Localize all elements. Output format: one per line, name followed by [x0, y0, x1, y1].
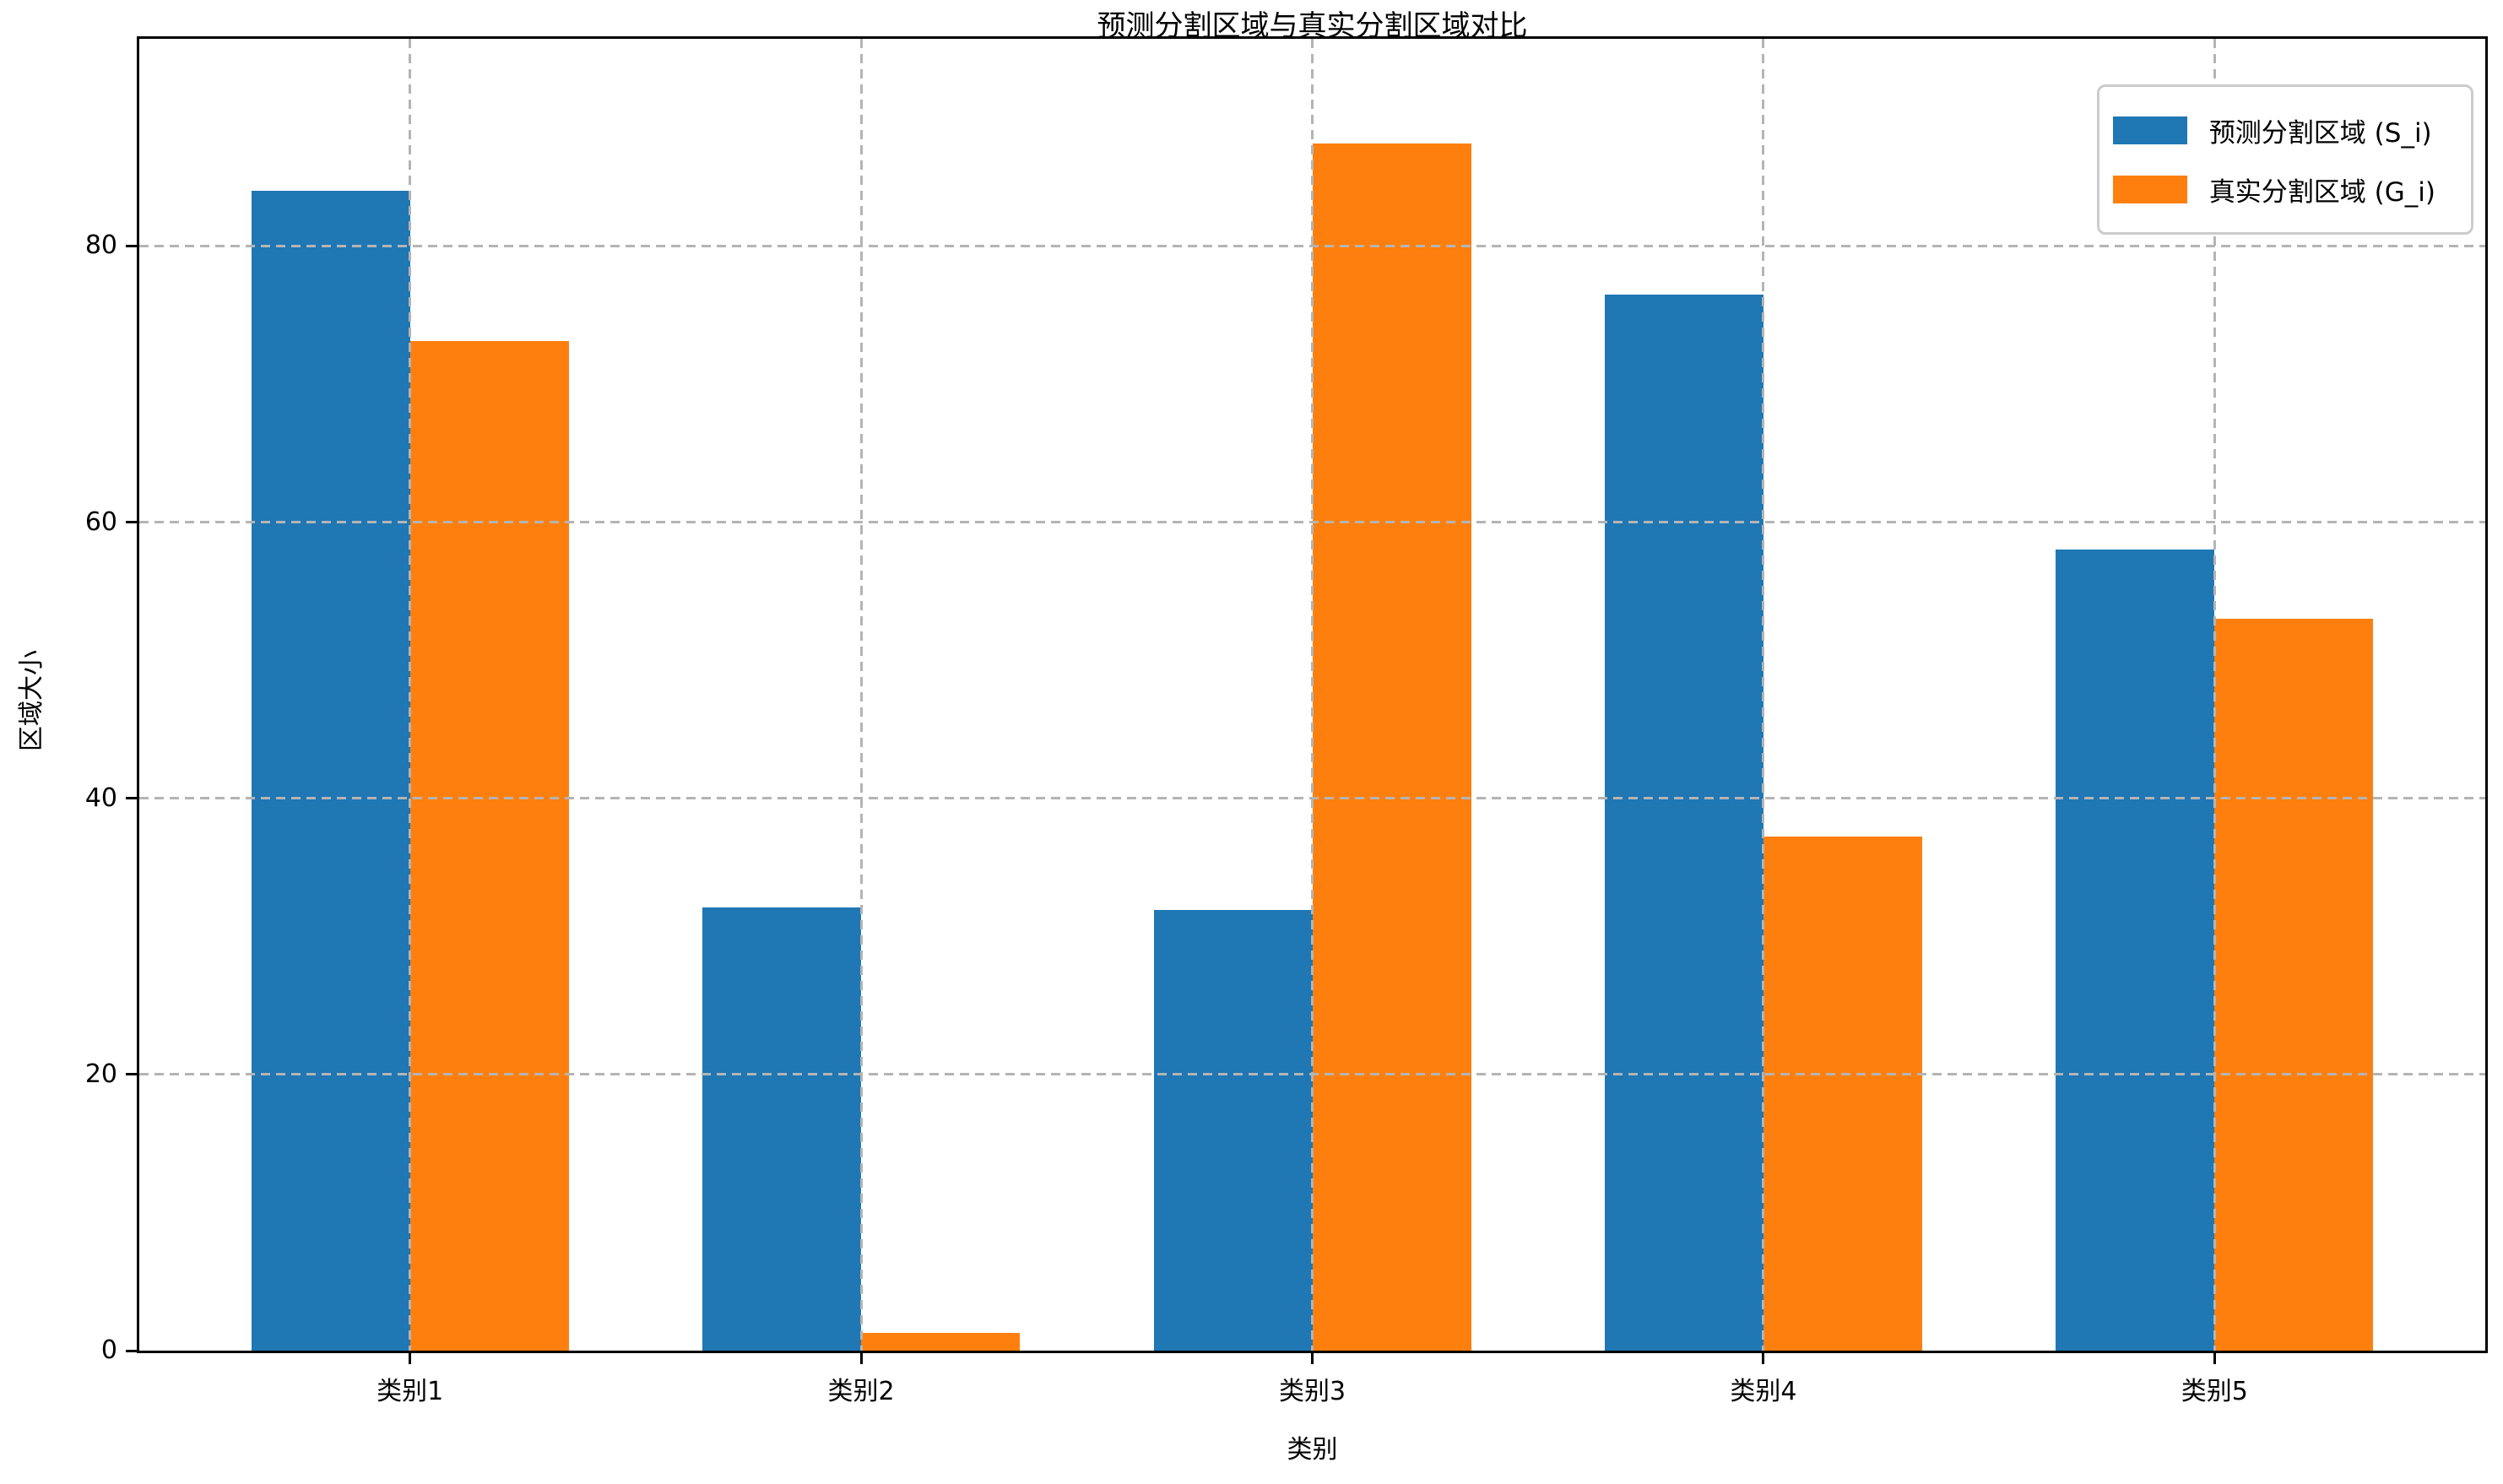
bar-series2-cat2 — [861, 1332, 1021, 1351]
legend-label-ground-truth-region: 真实分割区域 (G_i) — [2208, 176, 2435, 208]
gridline-x-1 — [409, 39, 412, 1351]
y-tick-label-20: 20 — [84, 1059, 117, 1089]
x-tick-mark-3 — [1311, 1353, 1314, 1364]
y-tick-mark-20 — [126, 1073, 137, 1076]
legend-item-predicted-region: 预测分割区域 (S_i) — [2112, 106, 2435, 154]
bar-series2-cat4 — [1763, 837, 1922, 1351]
legend-item-ground-truth-region: 真实分割区域 (G_i) — [2112, 165, 2435, 214]
axis-spine-bottom — [137, 1351, 2488, 1353]
gridline-x-2 — [859, 39, 863, 1351]
x-tick-label-3: 类别3 — [1278, 1377, 1346, 1406]
bar-series1-cat1 — [251, 190, 410, 1351]
y-tick-label-80: 80 — [84, 230, 117, 261]
x-tick-mark-1 — [409, 1353, 412, 1364]
x-tick-mark-2 — [859, 1353, 863, 1364]
bar-series2-cat1 — [409, 341, 569, 1351]
x-tick-mark-4 — [1762, 1353, 1765, 1364]
y-tick-label-40: 40 — [84, 783, 117, 813]
bar-series1-cat2 — [702, 907, 862, 1351]
y-tick-mark-0 — [126, 1349, 137, 1352]
bar-series1-cat4 — [1604, 294, 1763, 1351]
x-tick-label-1: 类别1 — [377, 1377, 444, 1406]
x-tick-label-4: 类别4 — [1730, 1377, 1797, 1406]
x-axis-label: 类别 — [1287, 1435, 1338, 1465]
y-tick-label-0: 0 — [100, 1335, 117, 1365]
gridline-x-4 — [1762, 39, 1765, 1351]
x-tick-label-2: 类别2 — [827, 1377, 895, 1406]
legend-label-predicted-region: 预测分割区域 (S_i) — [2208, 117, 2432, 149]
bar-series2-cat3 — [1312, 144, 1471, 1351]
legend-swatch-predicted-region — [2112, 116, 2187, 144]
y-tick-mark-40 — [126, 797, 137, 800]
axis-spine-left — [137, 36, 139, 1353]
axis-spine-top — [137, 36, 2488, 39]
gridline-x-5 — [2213, 39, 2216, 1351]
x-tick-mark-5 — [2213, 1353, 2216, 1364]
gridline-x-3 — [1311, 39, 1314, 1351]
bar-series1-cat5 — [2056, 550, 2215, 1351]
y-tick-mark-80 — [126, 244, 137, 247]
legend-swatch-ground-truth-region — [2112, 175, 2187, 203]
bar-series2-cat5 — [2214, 619, 2374, 1351]
y-tick-label-60: 60 — [84, 506, 117, 537]
bar-series1-cat3 — [1153, 910, 1313, 1351]
axis-spine-right — [2485, 36, 2488, 1353]
y-tick-mark-60 — [126, 521, 137, 524]
x-tick-label-5: 类别5 — [2181, 1377, 2248, 1406]
legend: 预测分割区域 (S_i) 真实分割区域 (G_i) — [2096, 84, 2473, 235]
